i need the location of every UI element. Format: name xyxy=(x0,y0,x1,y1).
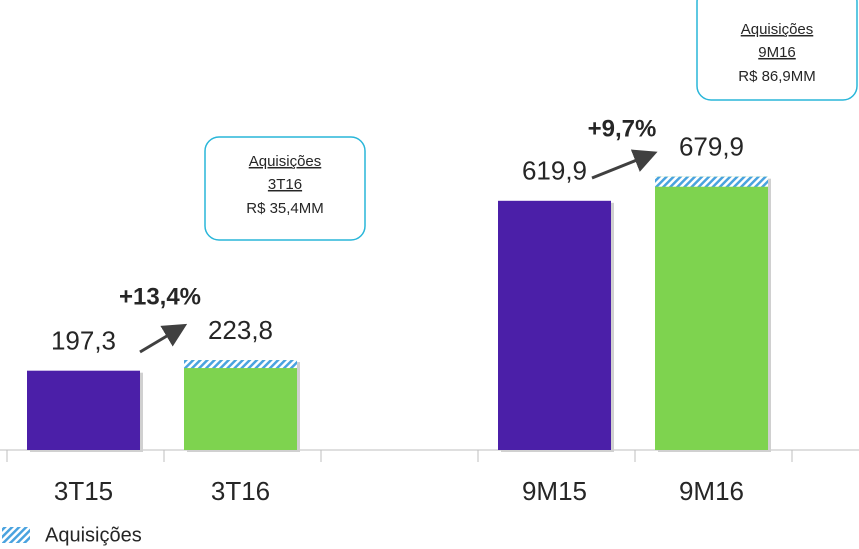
callout-text: Aquisições xyxy=(741,21,814,38)
x-tick-label: 9M15 xyxy=(522,476,587,506)
callout-text: 3T16 xyxy=(268,176,302,193)
callout-box xyxy=(696,0,858,101)
x-tick-label: 3T16 xyxy=(211,476,270,506)
value-label: 679,9 xyxy=(679,132,744,162)
legend-swatch xyxy=(2,527,30,543)
callout-box xyxy=(204,136,366,241)
x-tick-label: 3T15 xyxy=(54,476,113,506)
bar xyxy=(27,370,140,450)
callout-text: R$ 86,9MM xyxy=(738,68,816,85)
callout-text: Aquisições xyxy=(249,153,322,170)
growth-annotation: +9,7% xyxy=(588,115,657,142)
growth-arrow xyxy=(139,323,188,354)
acquisition-segment xyxy=(184,360,297,369)
bar xyxy=(498,200,611,450)
bar xyxy=(655,176,768,450)
value-label: 197,3 xyxy=(51,326,116,356)
value-label: 223,8 xyxy=(208,315,273,345)
growth-annotation: +13,4% xyxy=(119,283,201,310)
acquisition-segment xyxy=(655,176,768,187)
legend-label: Aquisições xyxy=(45,524,142,546)
callout-text: R$ 35,4MM xyxy=(246,200,324,217)
bar xyxy=(184,360,297,450)
growth-arrow xyxy=(591,149,658,180)
callout-text: 9M16 xyxy=(758,44,796,61)
x-tick-label: 9M16 xyxy=(679,476,744,506)
value-label: 619,9 xyxy=(522,156,587,186)
